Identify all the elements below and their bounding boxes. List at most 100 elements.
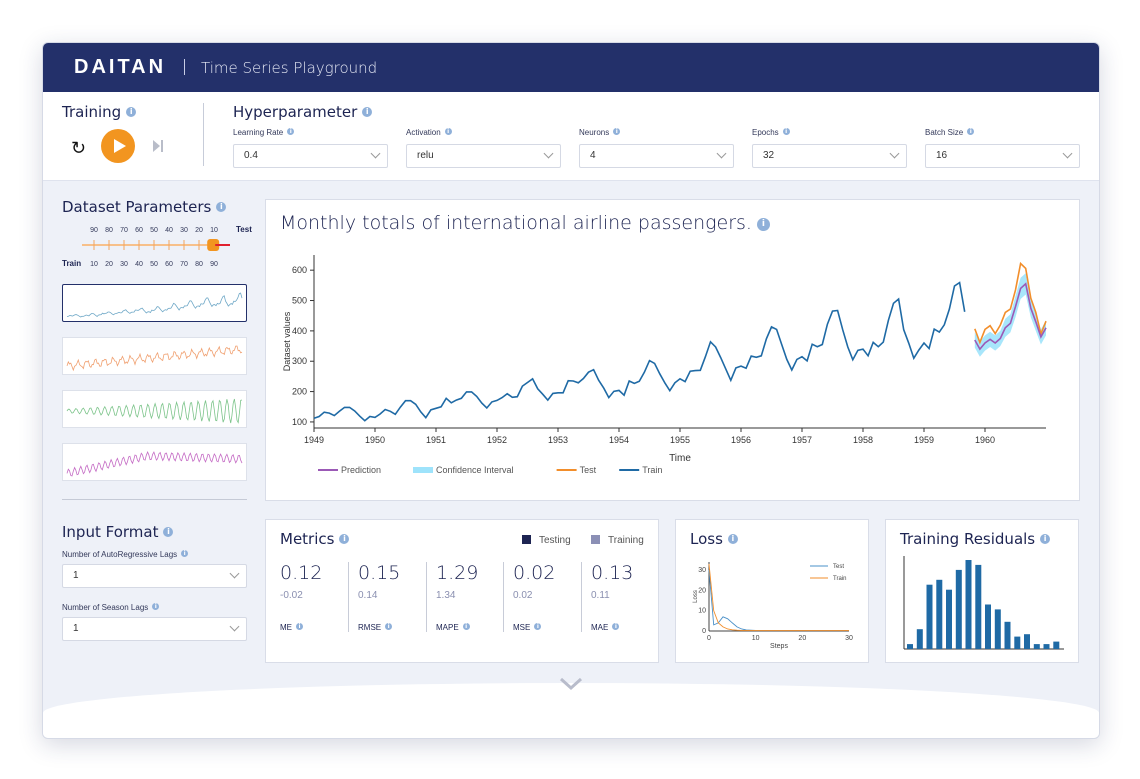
app-title: Time Series Playground	[201, 59, 378, 77]
chevron-down-icon	[370, 148, 381, 159]
scroll-down-chevron-icon[interactable]	[559, 677, 583, 691]
split-bottom-tick-label: 40	[135, 261, 143, 268]
activation-select[interactable]: relu	[406, 144, 561, 168]
residual-bar	[985, 604, 991, 649]
thumbnail-sparkline	[66, 345, 243, 372]
ar-lags-value: 1	[73, 570, 79, 581]
loss-y-tick-label: 0	[702, 628, 706, 635]
slider-test-segment	[215, 244, 230, 246]
info-icon[interactable]: i	[756, 218, 770, 231]
chevron-down-icon	[1062, 148, 1073, 159]
activation-label: Activation i	[406, 128, 452, 137]
info-icon[interactable]: i	[362, 107, 373, 117]
loss-heading: Loss i	[690, 530, 738, 548]
info-icon[interactable]: i	[181, 550, 189, 557]
epochs-select[interactable]: 32	[752, 144, 907, 168]
info-icon[interactable]: i	[727, 534, 738, 544]
x-tick-label: 1956	[731, 435, 751, 445]
residual-bar	[926, 584, 933, 649]
legend-label: Train	[642, 465, 662, 475]
legend-label: Prediction	[341, 465, 381, 475]
info-icon[interactable]: i	[613, 128, 621, 135]
x-tick-label: 1960	[975, 435, 995, 445]
info-icon[interactable]: i	[462, 623, 470, 630]
split-top-tick-label: 40	[165, 227, 173, 234]
metrics-heading: Metrics i	[280, 530, 350, 548]
neurons-select[interactable]: 4	[579, 144, 734, 168]
train-label: Train	[62, 259, 81, 268]
loss-x-tick-label: 30	[845, 635, 853, 642]
residual-bar	[1004, 621, 1011, 649]
rmse-label: RMSE i	[358, 623, 393, 632]
info-icon[interactable]: i	[444, 128, 452, 135]
dataset-parameters-heading: Dataset Parameters i	[62, 198, 227, 216]
residual-bar	[907, 644, 913, 649]
metrics-panel: Metrics i Testing Training 0.12 -0.02 ME i…	[265, 519, 659, 663]
info-icon[interactable]: i	[534, 623, 542, 630]
x-tick-label: 1955	[670, 435, 690, 445]
train-series-line	[313, 281, 966, 422]
step-forward-icon[interactable]	[153, 140, 163, 152]
residuals-heading: Training Residuals i	[900, 530, 1051, 548]
x-tick-label: 1953	[548, 435, 568, 445]
loss-y-axis-label: Loss	[693, 590, 699, 603]
split-top-tick-label: 90	[90, 227, 98, 234]
metric-divider	[348, 562, 349, 632]
reset-icon[interactable]: ↻	[71, 138, 87, 158]
x-tick-label: 1957	[792, 435, 812, 445]
residual-bar	[955, 569, 962, 649]
info-icon[interactable]: i	[782, 128, 790, 135]
y-tick-label: 600	[292, 265, 307, 275]
y-tick-label: 100	[292, 417, 307, 427]
training-legend-swatch	[591, 535, 600, 544]
info-icon[interactable]: i	[216, 202, 227, 212]
residual-bar	[1033, 644, 1040, 649]
info-icon[interactable]: i	[339, 534, 350, 544]
legend-swatch	[413, 467, 433, 473]
mse-label: MSE i	[513, 623, 542, 632]
dataset-thumbnail-3[interactable]	[62, 390, 247, 428]
neurons-label: Neurons i	[579, 128, 621, 137]
residual-bar	[1043, 644, 1050, 649]
info-icon[interactable]: i	[152, 603, 160, 610]
top-bar: DAITAN Time Series Playground	[43, 43, 1099, 92]
residual-bar	[936, 579, 943, 649]
info-icon[interactable]: i	[296, 623, 303, 630]
loss-y-tick-label: 30	[698, 567, 706, 574]
info-icon[interactable]: i	[126, 107, 137, 117]
residual-bar	[975, 564, 982, 649]
loss-x-tick-label: 10	[752, 635, 760, 642]
epochs-value: 32	[763, 150, 775, 161]
info-icon[interactable]: i	[287, 128, 295, 135]
controls-panel: Training i ↻ Hyperparameter i Learning Rat…	[43, 92, 1099, 181]
prediction-series-line	[974, 282, 1047, 351]
play-button[interactable]	[101, 129, 135, 163]
mae-test-value: 0.13	[591, 562, 634, 584]
train-test-split-slider[interactable]: 90 80 70 60 50 40 30 20 10 Test Train 10 20 30 40 50…	[62, 221, 252, 271]
residual-bar	[1053, 641, 1060, 649]
metric-divider	[426, 562, 427, 632]
chevron-down-icon	[889, 148, 900, 159]
testing-legend-label: Testing	[539, 535, 571, 546]
season-lags-select[interactable]: 1	[62, 617, 247, 641]
learning-rate-select[interactable]: 0.4	[233, 144, 388, 168]
info-icon[interactable]: i	[1040, 534, 1051, 544]
loss-legend-train-label: Train	[833, 576, 846, 582]
training-heading: Training i	[62, 103, 137, 121]
activation-value: relu	[417, 150, 434, 161]
split-bottom-tick-label: 20	[105, 261, 113, 268]
mse-test-value: 0.02	[513, 562, 556, 584]
mape-label: MAPE i	[436, 623, 470, 632]
dataset-thumbnail-2[interactable]	[62, 337, 247, 375]
dataset-thumbnail-airline[interactable]	[62, 284, 247, 322]
batch-size-select[interactable]: 16	[925, 144, 1080, 168]
dataset-thumbnail-4[interactable]	[62, 443, 247, 481]
info-icon[interactable]: i	[967, 128, 975, 135]
info-icon[interactable]: i	[612, 623, 620, 630]
mae-train-value: 0.11	[591, 590, 610, 601]
ar-lags-select[interactable]: 1	[62, 564, 247, 588]
info-icon[interactable]: i	[163, 527, 174, 537]
info-icon[interactable]: i	[385, 623, 393, 630]
y-axis-label: Dataset values	[282, 311, 292, 371]
main-chart-panel: Monthly totals of international airline …	[265, 199, 1080, 501]
